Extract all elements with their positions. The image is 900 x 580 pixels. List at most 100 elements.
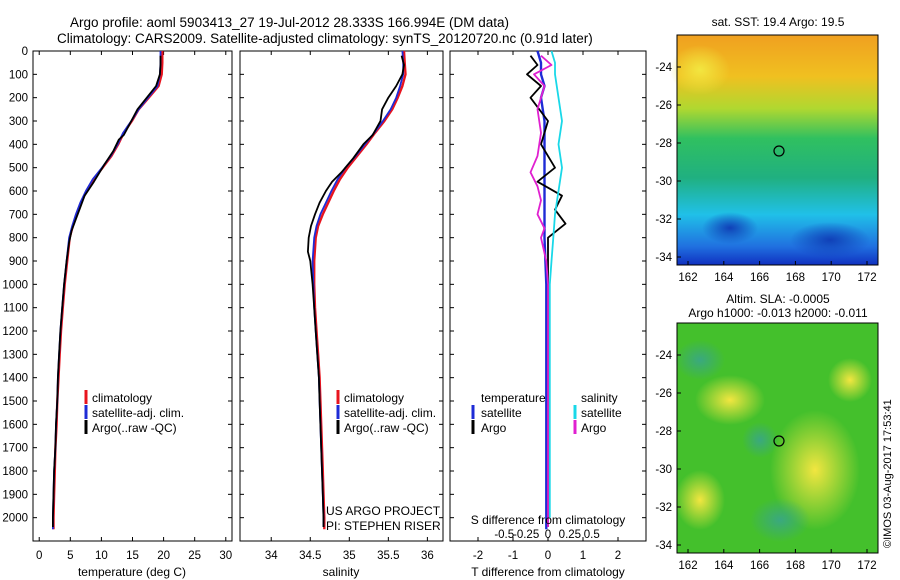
series-line-temp_sat_diff (536, 50, 548, 530)
map-y-tick-label: -32 (655, 502, 672, 514)
depth-tick-label: 600 (9, 186, 28, 198)
depth-tick-label: 100 (9, 69, 28, 81)
x-tick-label: 34 (265, 550, 278, 562)
x-tick-label: 34.5 (299, 550, 321, 562)
map-x-tick-label: 170 (822, 272, 841, 284)
sla-map-title-1: Altim. SLA: -0.0005 (726, 292, 830, 306)
map-y-tick-label: -34 (655, 252, 672, 264)
map-y-tick-label: -30 (655, 464, 672, 476)
depth-tick-label: 200 (9, 93, 28, 105)
depth-tick-label: 1900 (2, 489, 28, 501)
s-diff-tick-label: 0.25 (559, 529, 581, 541)
sla-float-position-marker (773, 435, 785, 447)
legend-climatology-label: climatology (92, 391, 152, 405)
legend-argo-label: Argo(..raw -QC) (92, 421, 177, 435)
map-x-tick-label: 166 (750, 272, 769, 284)
sla-low-patch (675, 340, 725, 380)
map-y-tick-label: -24 (655, 62, 672, 74)
legend-sal-argo-label: Argo (581, 421, 607, 435)
map-x-tick-label: 162 (678, 560, 697, 572)
map-x-tick-label: 172 (857, 272, 876, 284)
depth-tick-label: 900 (9, 256, 28, 268)
series-line-argo (52, 55, 162, 527)
x-tick-label: 10 (95, 550, 108, 562)
legend-temperature-heading: temperature (481, 391, 546, 405)
depth-tick-label: 1400 (2, 373, 28, 385)
legend-satellite-label: satellite-adj. clim. (92, 406, 184, 420)
legend-salinity-heading: salinity (581, 391, 618, 405)
sst-map-title: sat. SST: 19.4 Argo: 19.5 (712, 15, 845, 29)
x-tick-label: 20 (157, 550, 170, 562)
depth-tick-label: 700 (9, 209, 28, 221)
temperature-legend: climatology satellite-adj. clim. Argo(..… (84, 390, 184, 435)
depth-tick-label: 2000 (2, 513, 28, 525)
legend-satellite-label: satellite-adj. clim. (344, 406, 436, 420)
sst-map-x-ticks: 162 164 166 168 170 172 (678, 261, 877, 284)
salinity-x-ticks: 34 34.5 35 35.5 36 (265, 51, 434, 562)
depth-tick-label: 300 (9, 116, 28, 128)
map-y-tick-label: -28 (655, 138, 672, 150)
salinity-axes-box (239, 50, 444, 542)
s-diff-tick-label: 0.5 (584, 529, 600, 541)
depth-tick-label: 1000 (2, 279, 28, 291)
header-line-2: Climatology: CARS2009. Satellite-adjuste… (57, 31, 593, 46)
depth-tick-label: 400 (9, 139, 28, 151)
sla-high-patch (695, 375, 765, 425)
depth-tick-label: 800 (9, 233, 28, 245)
x-tick-label: -1 (508, 550, 518, 562)
legend-sal-satellite-label: satellite (581, 406, 622, 420)
map-x-tick-label: 162 (678, 272, 697, 284)
temperature-axes-box (32, 50, 233, 542)
x-tick-label: -2 (473, 550, 483, 562)
depth-tick-label: 1700 (2, 443, 28, 455)
salinity-xlabel: salinity (323, 565, 360, 579)
map-x-tick-label: 164 (714, 560, 734, 572)
map-y-tick-label: -34 (655, 540, 672, 552)
legend-temp-satellite-label: satellite (481, 406, 522, 420)
legend-temp-argo-label: Argo (481, 421, 507, 435)
salinity-panel: 34 34.5 35 35.5 36 salinity climatology sate… (239, 50, 444, 579)
difference-panel: -2 -1 0 1 2 temperature satellite Argo salin… (449, 50, 647, 579)
map-x-tick-label: 172 (857, 560, 876, 572)
sla-map-y-ticks: -24 -26 -28 -30 -32 -34 (655, 350, 681, 552)
difference-xlabel: T difference from climatology (471, 565, 625, 579)
depth-tick-label: 1500 (2, 396, 28, 408)
legend-climatology-label: climatology (344, 391, 404, 405)
x-tick-label: 36 (421, 550, 434, 562)
sla-high-patch (770, 410, 860, 530)
map-x-tick-label: 166 (750, 560, 769, 572)
depth-tick-label: 1600 (2, 419, 28, 431)
s-difference-label: S difference from climatology (471, 513, 626, 527)
sla-high-patch (675, 470, 725, 530)
sst-warm-patch (670, 45, 730, 95)
sla-map-panel: Altim. SLA: -0.0005 Argo h1000: -0.013 h… (655, 292, 879, 572)
s-diff-tick-label: 0 (545, 529, 551, 541)
depth-tick-label: 1300 (2, 349, 28, 361)
sla-map-title-2: Argo h1000: -0.013 h2000: -0.011 (688, 306, 868, 320)
x-tick-label: 0 (36, 550, 42, 562)
depth-tick-label: 500 (9, 163, 28, 175)
s-difference-ticks: -0.5-0.25 0 0.25 0.5 (494, 529, 599, 541)
x-tick-label: 30 (219, 550, 232, 562)
map-y-tick-label: -26 (655, 100, 672, 112)
sst-float-position-marker (773, 145, 785, 157)
map-x-tick-label: 170 (822, 560, 841, 572)
x-tick-label: 1 (580, 550, 586, 562)
x-tick-label: 0 (545, 550, 551, 562)
temperature-panel: 0100200300400500600700800900100011001200… (2, 46, 233, 579)
map-x-tick-label: 168 (786, 560, 805, 572)
sla-map-frame (676, 322, 879, 554)
depth-ticks: 0 100 200 300 400 500 600 700 800 900 1000 1100 1200… (2, 46, 232, 525)
series-line-argo (306, 55, 405, 527)
temperature-series (52, 51, 164, 530)
sst-map-panel: sat. SST: 19.4 Argo: 19.5 162 164 166 168 17… (655, 15, 879, 284)
s-diff-tick-label: -0.5 (494, 529, 514, 541)
difference-legend: temperature satellite Argo salinity sate… (471, 391, 622, 435)
depth-tick-label: 1800 (2, 466, 28, 478)
sst-map-frame (676, 34, 879, 266)
project-line-2: PI: STEPHEN RISER (326, 519, 441, 533)
map-y-tick-label: -26 (655, 388, 672, 400)
imos-timestamp: ©IMOS 03-Aug-2017 17:53:41 (882, 399, 894, 548)
s-diff-tick-label: -0.25 (513, 529, 539, 541)
sla-low-patch (742, 422, 778, 458)
